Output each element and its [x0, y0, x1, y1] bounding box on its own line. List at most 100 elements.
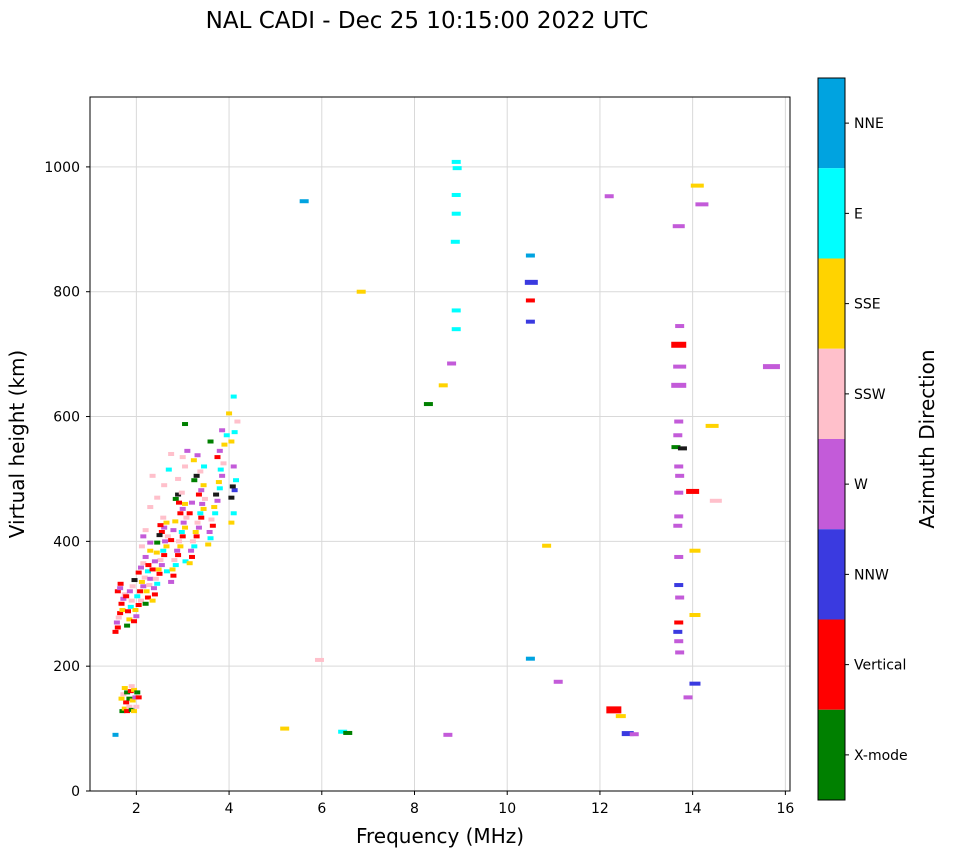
data-point — [161, 483, 168, 488]
data-point — [120, 692, 127, 697]
data-point — [451, 308, 461, 313]
y-tick-label: 200 — [53, 659, 80, 675]
data-point — [438, 383, 448, 388]
x-axis-label: Frequency (MHz) — [356, 824, 524, 848]
data-point — [689, 681, 701, 686]
data-point — [621, 731, 634, 737]
data-point — [175, 492, 182, 497]
data-point — [230, 464, 237, 469]
data-point — [217, 467, 224, 472]
data-point — [142, 554, 149, 559]
x-tick-label: 16 — [776, 801, 794, 817]
data-point — [172, 519, 179, 524]
colorbar-label-sse: SSE — [854, 297, 881, 313]
data-point — [188, 548, 195, 553]
data-point — [314, 657, 324, 662]
data-point — [194, 520, 201, 525]
data-point — [229, 484, 236, 489]
data-point — [137, 565, 144, 570]
colorbar-segment-x-mode — [818, 709, 845, 800]
data-point — [127, 689, 134, 694]
data-point — [683, 695, 693, 700]
data-point — [126, 617, 133, 622]
colorbar-segment-ssw — [818, 348, 845, 439]
data-point — [195, 525, 202, 530]
data-point — [673, 523, 683, 528]
data-point — [525, 298, 535, 303]
data-point — [207, 536, 214, 541]
data-point — [135, 603, 142, 608]
plot-border — [89, 96, 791, 792]
data-point — [673, 629, 683, 634]
data-point — [629, 732, 639, 737]
data-point — [138, 579, 145, 584]
colorbar-label-vertical: Vertical — [854, 658, 906, 674]
data-point — [193, 534, 200, 539]
data-point — [154, 581, 161, 586]
colorbar-label-nne: NNE — [854, 116, 884, 132]
data-point — [154, 540, 161, 545]
data-point — [149, 473, 156, 478]
data-point — [132, 695, 139, 700]
data-point — [343, 730, 353, 735]
data-point — [163, 569, 170, 574]
data-point — [144, 595, 151, 600]
data-point — [177, 544, 184, 549]
data-point — [192, 529, 199, 534]
data-point — [135, 695, 142, 700]
data-point — [215, 480, 222, 485]
data-point — [525, 253, 535, 258]
data-point — [686, 488, 700, 494]
x-tick-label: 14 — [684, 801, 702, 817]
data-point — [191, 478, 198, 483]
data-point — [186, 561, 193, 566]
data-point — [675, 324, 685, 329]
colorbar-segment-nne — [818, 78, 845, 169]
data-point — [169, 567, 176, 572]
data-point — [175, 553, 182, 558]
data-point — [677, 446, 687, 451]
data-point — [672, 224, 685, 229]
data-point — [158, 529, 165, 534]
data-point — [201, 464, 208, 469]
data-point — [199, 501, 206, 506]
data-point — [447, 361, 457, 366]
x-tick-label: 8 — [410, 801, 419, 817]
data-point — [200, 506, 207, 511]
data-point — [690, 183, 704, 188]
data-point — [112, 732, 119, 737]
data-point — [151, 592, 158, 597]
data-point — [147, 540, 154, 545]
data-point — [182, 422, 189, 427]
data-point — [180, 520, 187, 525]
data-point — [126, 696, 133, 701]
data-point — [197, 469, 204, 474]
data-point — [194, 453, 201, 458]
data-point — [212, 511, 219, 516]
data-point — [188, 500, 195, 505]
data-point — [143, 589, 150, 594]
data-point — [137, 598, 144, 603]
colorbar-label-w: W — [854, 477, 868, 493]
data-point — [675, 595, 685, 600]
colorbar-label-nnw: NNW — [854, 567, 889, 583]
data-point — [141, 575, 148, 580]
data-point — [117, 611, 124, 616]
data-point — [299, 199, 309, 204]
data-point — [200, 483, 207, 488]
data-point — [231, 430, 238, 435]
data-point — [168, 538, 175, 543]
data-point — [114, 625, 121, 630]
data-point — [211, 505, 218, 510]
data-point — [114, 589, 121, 594]
data-point — [172, 563, 179, 568]
data-point — [161, 525, 168, 530]
data-point — [689, 548, 701, 553]
data-point — [188, 554, 195, 559]
data-point — [451, 192, 461, 197]
data-point — [209, 523, 216, 528]
data-point — [125, 609, 132, 614]
data-point — [219, 428, 226, 433]
data-point — [193, 473, 200, 478]
data-point — [154, 495, 161, 500]
